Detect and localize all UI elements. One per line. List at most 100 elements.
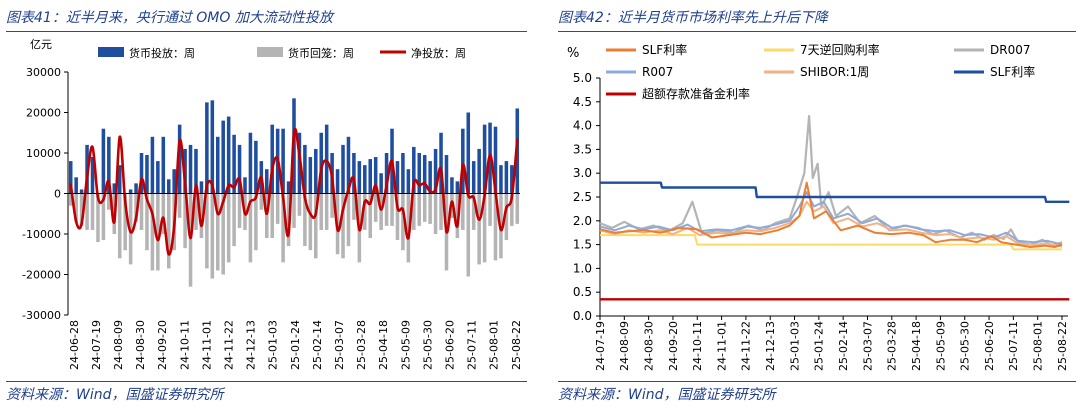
withdrawal-bar — [107, 193, 111, 210]
x-tick-label: 24-11-01 — [200, 320, 213, 370]
injection-bar — [166, 179, 171, 194]
injection-bar — [510, 165, 514, 194]
injection-bar — [79, 189, 84, 194]
injection-bar — [226, 116, 231, 194]
x-tick-label: 24-08-09 — [618, 321, 631, 371]
withdrawal-bar — [156, 193, 160, 271]
withdrawal-bar — [319, 193, 323, 230]
withdrawal-bar — [515, 193, 520, 224]
injection-bar — [324, 124, 329, 194]
injection-bar — [341, 144, 345, 194]
rate-line — [599, 191, 1063, 246]
injection-bar — [101, 128, 106, 194]
withdrawal-bar — [194, 193, 198, 230]
withdrawal-bar — [504, 193, 509, 241]
legend-swatch — [257, 47, 283, 57]
injection-bar — [199, 181, 204, 194]
injection-bar — [221, 120, 225, 194]
withdrawal-bar — [90, 193, 95, 230]
injection-bar — [450, 177, 454, 194]
withdrawal-bar — [303, 193, 307, 247]
withdrawal-bar — [412, 193, 416, 230]
x-tick-label: 25-05-09 — [934, 321, 947, 371]
injection-bar — [357, 161, 362, 194]
injection-bar — [205, 102, 209, 194]
withdrawal-bar — [297, 193, 302, 216]
withdrawal-bar — [314, 193, 318, 259]
withdrawal-bar — [395, 193, 400, 241]
injection-bar — [112, 183, 117, 194]
injection-bar — [68, 161, 73, 194]
withdrawal-bar — [471, 193, 476, 230]
withdrawal-bar — [232, 193, 236, 247]
legend-label: SLF利率 — [990, 64, 1035, 79]
injection-bar — [352, 153, 356, 194]
injection-bar — [433, 148, 438, 194]
injection-bar — [335, 169, 340, 194]
x-tick-label: 25-04-18 — [910, 321, 923, 371]
withdrawal-bar — [373, 193, 378, 222]
injection-bar — [107, 136, 111, 194]
y-tick-label: 20000 — [26, 107, 61, 120]
x-tick-label: 25-01-24 — [813, 321, 826, 371]
injection-bar — [482, 124, 487, 194]
x-tick-label: 24-07-19 — [594, 321, 607, 371]
y-axis-unit-label: 亿元 — [30, 38, 52, 51]
withdrawal-bar — [461, 193, 465, 230]
x-tick-label: 24-07-19 — [90, 320, 103, 370]
right-source-rule — [558, 381, 1076, 382]
x-tick-label: 25-04-18 — [377, 320, 390, 370]
right-title-rule — [558, 31, 1076, 32]
x-tick-label: 25-02-14 — [311, 320, 324, 370]
withdrawal-bar — [215, 193, 220, 271]
withdrawal-bar — [237, 193, 242, 228]
withdrawal-bar — [477, 193, 481, 265]
legend-label: SLF利率 — [642, 42, 687, 57]
withdrawal-bar — [205, 193, 209, 269]
withdrawal-bar — [308, 193, 313, 251]
withdrawal-bar — [74, 193, 78, 222]
withdrawal-bar — [150, 193, 155, 271]
withdrawal-bar — [248, 193, 253, 263]
y-tick-label: 4.0 — [573, 119, 592, 133]
right-chart-title: 图表42：近半月货币市场利率先上升后下降 — [558, 10, 828, 26]
withdrawal-bar — [346, 193, 351, 247]
legend-label: 7天逆回购利率 — [800, 42, 880, 57]
injection-bar — [172, 169, 176, 194]
withdrawal-bar — [275, 193, 280, 224]
y-tick-label: 1.0 — [573, 261, 592, 275]
injection-bar — [461, 128, 465, 194]
legend-label: SHIBOR:1周 — [800, 65, 869, 79]
x-tick-label: 25-07-11 — [1007, 321, 1020, 371]
injection-bar — [308, 157, 313, 194]
injection-bar — [232, 134, 236, 194]
x-tick-label: 24-11-01 — [715, 321, 728, 371]
right-source-note: 资料来源：Wind，国盛证券研究所 — [558, 387, 776, 403]
y-tick-label: 2.0 — [573, 214, 592, 228]
withdrawal-bar — [401, 193, 405, 251]
injection-bar — [90, 157, 95, 194]
x-tick-label: 24-12-13 — [245, 320, 258, 370]
withdrawal-bar — [145, 193, 149, 251]
x-tick-label: 24-10-11 — [178, 320, 191, 370]
injection-bar — [150, 136, 155, 194]
x-tick-label: 24-12-13 — [764, 321, 777, 371]
x-tick-label: 25-08-01 — [1032, 321, 1045, 371]
withdrawal-bar — [134, 193, 138, 222]
withdrawal-bar — [265, 193, 269, 239]
x-tick-label: 24-08-30 — [642, 321, 655, 371]
injection-bar — [477, 148, 481, 194]
withdrawal-bar — [183, 193, 187, 249]
injection-bar — [188, 144, 193, 194]
withdrawal-bar — [166, 193, 171, 269]
net-injection-chart: 亿元 -30000 -20000 -10000 0 10000 20000 30000 24-0… — [22, 38, 523, 370]
x-tick-label: 25-05-30 — [421, 320, 434, 370]
injection-bar — [504, 161, 509, 194]
injection-bar — [74, 177, 78, 194]
injection-bar — [406, 169, 411, 194]
injection-bar — [471, 161, 476, 194]
withdrawal-bar — [254, 193, 258, 251]
withdrawal-bar — [488, 193, 492, 226]
x-tick-label: 25-08-22 — [510, 320, 523, 370]
withdrawal-bar — [188, 193, 193, 287]
